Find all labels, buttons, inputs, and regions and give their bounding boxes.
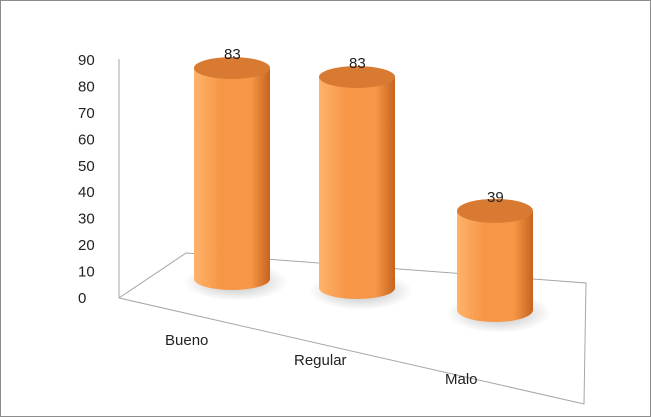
- data-label: 83: [349, 55, 366, 72]
- category-label: Malo: [445, 371, 478, 388]
- y-tick-label: 40: [78, 184, 95, 201]
- bar-bueno: 83: [184, 46, 288, 301]
- y-axis-ticks: 0 10 20 30 40 50 60 70 80 90: [78, 52, 95, 307]
- y-tick-label: 80: [78, 78, 95, 95]
- category-label: Regular: [294, 352, 347, 369]
- bar-top: [194, 57, 270, 79]
- bar-body: [194, 68, 270, 290]
- data-label: 83: [224, 46, 241, 63]
- bar-top: [319, 66, 395, 88]
- y-tick-label: 0: [78, 290, 86, 307]
- category-labels: Bueno Regular Malo: [165, 332, 478, 388]
- y-tick-label: 10: [78, 264, 95, 281]
- floor-outline: [118, 252, 587, 405]
- bar-top: [457, 198, 533, 223]
- y-tick-label: 20: [78, 237, 95, 254]
- bar-regular: 83: [309, 55, 413, 310]
- y-tick-label: 60: [78, 131, 95, 148]
- bar-body: [457, 210, 533, 322]
- data-label: 39: [487, 189, 504, 206]
- y-tick-label: 30: [78, 211, 95, 228]
- y-tick-label: 90: [78, 52, 95, 69]
- bar-malo: 39: [447, 189, 551, 333]
- y-tick-label: 50: [78, 158, 95, 175]
- bar-body: [319, 77, 395, 299]
- bars: 83 83 39: [184, 46, 551, 333]
- category-label: Bueno: [165, 332, 208, 349]
- y-tick-label: 70: [78, 105, 95, 122]
